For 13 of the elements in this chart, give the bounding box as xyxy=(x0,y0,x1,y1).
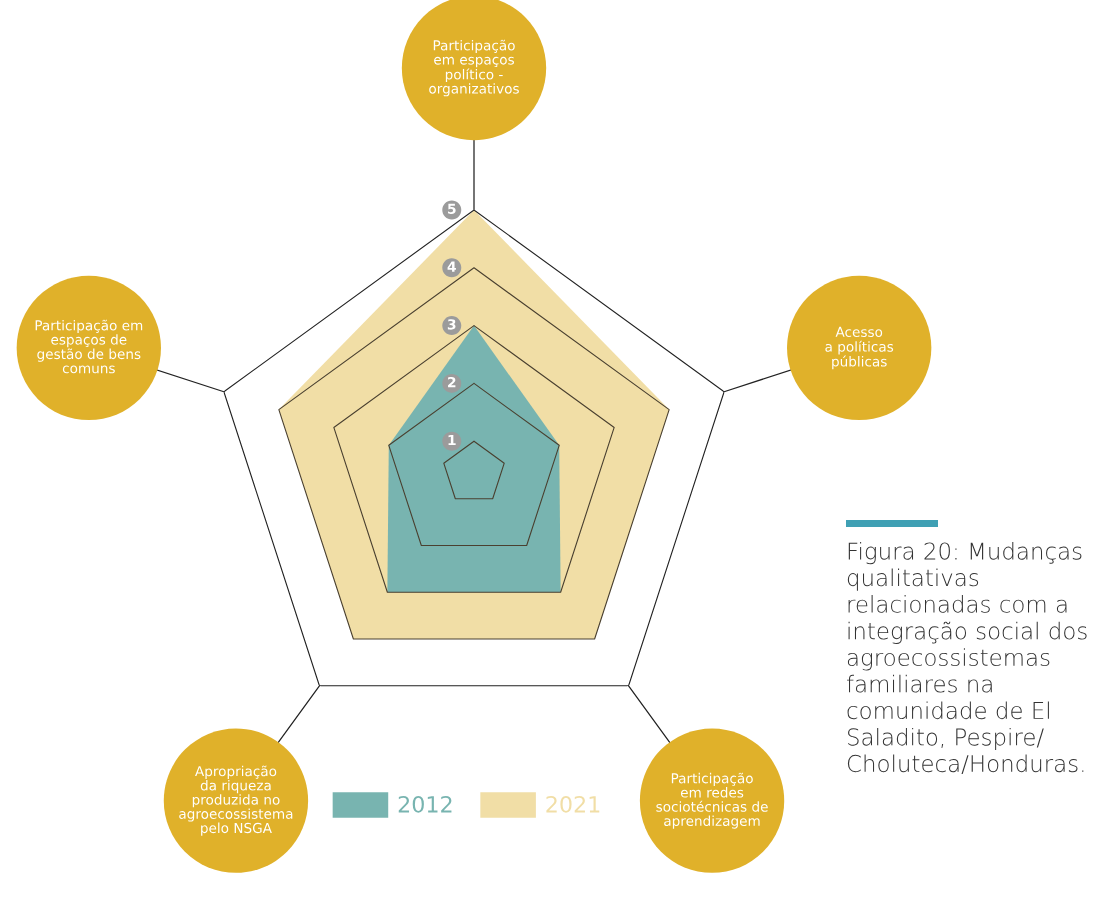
spoke-label: Participação em espaços político - organizativos xyxy=(429,39,519,97)
spoke-label: Participação em redes sociotécnicas de aprendizagem xyxy=(656,772,768,829)
y-tick-label: 1 xyxy=(448,434,456,446)
spoke-label: Acesso a políticas públicas xyxy=(825,326,894,370)
spoke-label: Apropriação da riqueza produzida no agroecossistema pelo NSGA xyxy=(179,765,293,836)
y-tick-label: 3 xyxy=(447,319,456,330)
y-tick-label: 4 xyxy=(447,261,456,272)
legend-label: 2021 xyxy=(546,795,600,813)
y-tick-label: 2 xyxy=(448,376,456,388)
legend-label: 2012 xyxy=(398,795,452,813)
text: Figura 20: Mudanças qualitativas relacionadas com a integração social dos agroecossistemas familiares na comunidade de El Saladito, Pespire/ Choluteca/Honduras. xyxy=(847,542,1087,774)
spoke-label: Participação em espaços de gestão de bens comuns xyxy=(35,319,143,374)
y-tick-label: 5 xyxy=(448,203,456,215)
